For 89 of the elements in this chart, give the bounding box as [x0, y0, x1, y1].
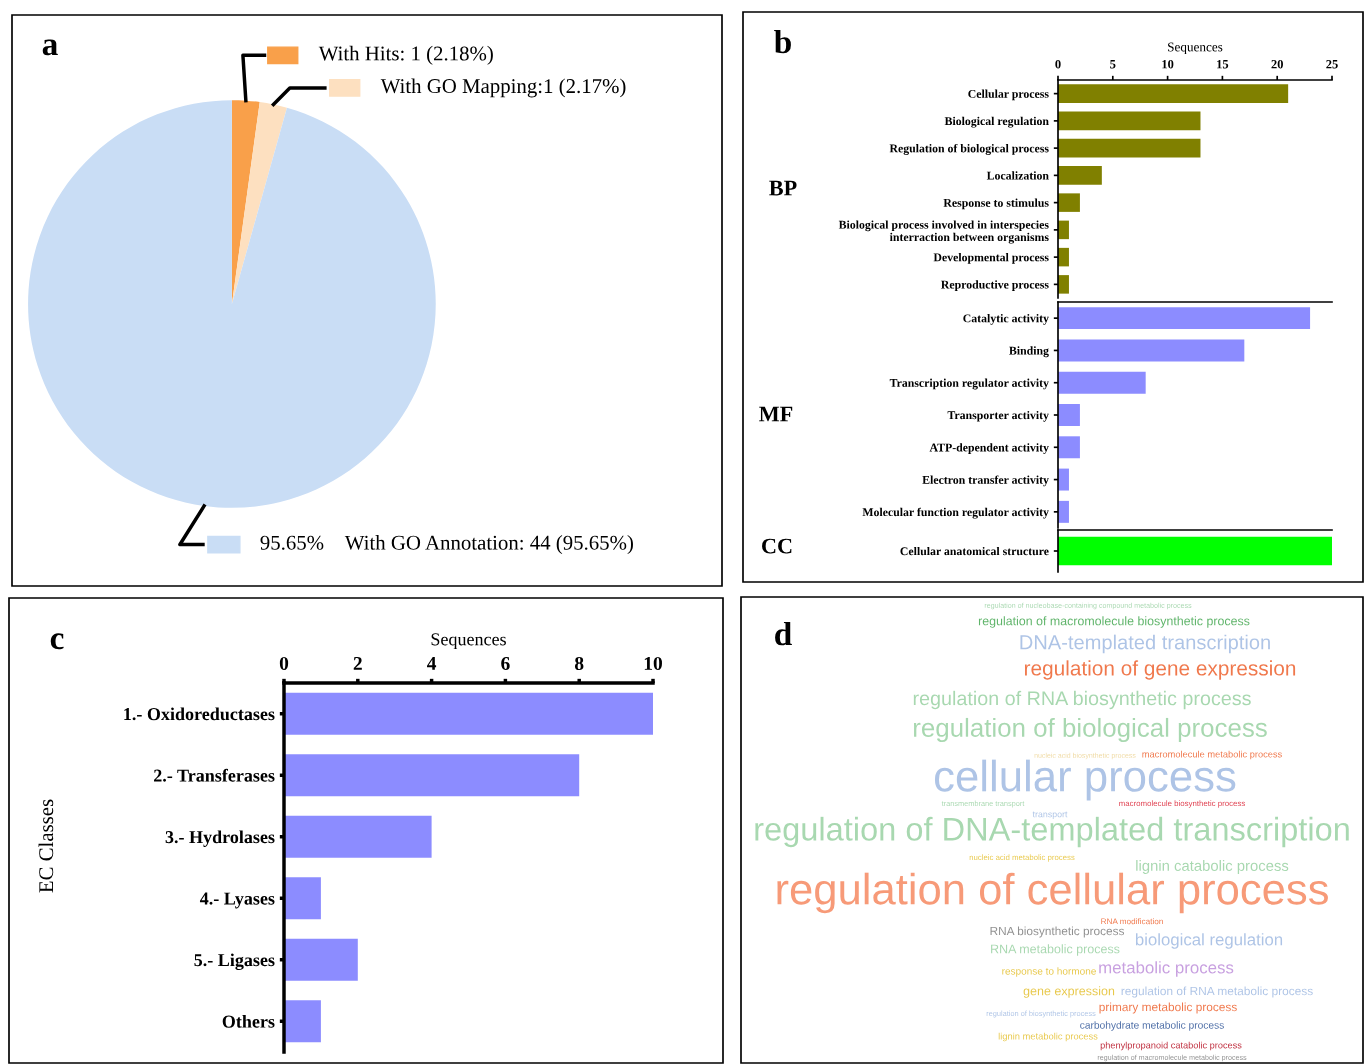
y-tick-label: Molecular function regulator activity — [862, 507, 1049, 519]
text: biological regulation — [1135, 933, 1283, 949]
y-tick-label: Localization — [986, 171, 1049, 180]
x-tick-label: 0 — [279, 656, 289, 671]
x-axis-title: Sequences — [431, 633, 506, 650]
bar — [1058, 307, 1311, 330]
text: metabolic process — [1099, 961, 1234, 977]
y-tick-label: 2.- Transferases — [154, 768, 275, 782]
y-tick-label: Regulation of biological process — [889, 143, 1049, 155]
y-tick-label: 3.- Hydrolases — [165, 830, 275, 847]
bar — [1058, 166, 1102, 185]
bar — [284, 1000, 321, 1043]
x-tick-label: 8 — [574, 656, 584, 671]
text: a — [42, 39, 58, 56]
y-tick-label: Cellular process — [968, 89, 1049, 101]
y-tick-label: Biological regulation — [944, 116, 1049, 128]
bar — [1058, 436, 1080, 459]
text: lignin metabolic process — [998, 1032, 1098, 1042]
y-axis-title: MF — [759, 406, 793, 422]
bar — [284, 754, 580, 797]
y-tick-label: Developmental process — [933, 253, 1049, 264]
y-axis-title: CC — [762, 538, 792, 554]
bar — [1058, 339, 1245, 362]
bar — [284, 692, 653, 735]
text: phenylpropanoid catabolic process — [1100, 1041, 1242, 1051]
bar — [1058, 84, 1289, 103]
bar — [1058, 275, 1069, 294]
text: regulation of cellular process — [777, 872, 1328, 914]
text: regulation of macromolecule biosynthetic process — [978, 616, 1250, 628]
text: cellular process — [934, 759, 1236, 801]
y-tick-label: Response to stimulus — [943, 198, 1049, 210]
text: macromolecule metabolic process — [1142, 750, 1282, 760]
x-tick-label: 0 — [1055, 60, 1061, 69]
y-tick-label: Biological process involved in interspecies interraction between organisms — [838, 220, 1049, 244]
text: d — [775, 621, 792, 646]
pie-slice — [28, 100, 436, 508]
y-tick-label: Electron transfer activity — [922, 475, 1049, 487]
text: c — [50, 633, 64, 650]
x-tick-label: 10 — [1162, 60, 1174, 69]
text: DNA-templated transcription — [1020, 634, 1270, 654]
x-tick-label: 5 — [1110, 60, 1116, 69]
text: RNA biosynthetic process — [990, 926, 1125, 938]
data-label: 95.65% — [260, 535, 324, 550]
text: RNA metabolic process — [991, 944, 1120, 956]
legend-label: With Hits: 1 (2.18%) — [318, 45, 493, 65]
slice-label: With GO Annotation: 44 (95.65%) — [344, 535, 633, 554]
x-tick-label: 10 — [644, 656, 662, 671]
bar — [1058, 404, 1080, 426]
bar — [1058, 468, 1069, 491]
y-tick-label: 4.- Lyases — [199, 892, 275, 909]
text: lignin catabolic process — [1136, 860, 1289, 874]
text: carbohydrate metabolic process — [1080, 1021, 1224, 1031]
x-axis-title: Sequences — [1168, 42, 1223, 55]
text: b — [774, 29, 791, 54]
y-axis-title: EC Classes — [38, 799, 54, 893]
y-tick-label: ATP-dependent activity — [929, 443, 1049, 454]
bar — [1058, 371, 1146, 394]
bar — [1058, 111, 1201, 131]
x-tick-label: 4 — [427, 657, 437, 670]
legend-label: With GO Mapping:1 (2.17%) — [380, 78, 626, 98]
y-tick-label: Binding — [1009, 346, 1049, 358]
y-tick-label: Transporter activity — [947, 410, 1049, 422]
bar — [284, 938, 358, 981]
text: primary metabolic process — [1099, 1002, 1237, 1014]
x-tick-label: 20 — [1271, 60, 1283, 69]
x-tick-label: 15 — [1217, 60, 1229, 69]
text: gene expression — [1023, 986, 1115, 998]
text: regulation of biological process — [913, 717, 1267, 743]
y-tick-label: Transcription regulator activity — [889, 378, 1049, 390]
y-tick-label: Reproductive process — [941, 280, 1049, 291]
text: regulation of gene expression — [1024, 660, 1296, 680]
y-tick-label: 1.- Oxidoreductases — [124, 707, 275, 721]
bar — [284, 877, 321, 920]
y-axis-title: BP — [769, 180, 797, 196]
text: response to hormone — [1002, 967, 1096, 977]
bar — [1058, 138, 1201, 158]
bar — [1058, 500, 1069, 523]
x-tick-label: 25 — [1326, 60, 1338, 69]
y-tick-label: Others — [222, 1014, 275, 1028]
bar — [284, 815, 432, 858]
text: regulation of RNA biosynthetic process — [913, 690, 1251, 710]
bar — [1058, 193, 1080, 212]
text: RNA modification — [1101, 918, 1163, 925]
x-tick-label: 6 — [501, 656, 510, 671]
y-tick-label: Catalytic activity — [963, 314, 1049, 325]
y-tick-label: 5.- Ligases — [194, 953, 275, 970]
x-tick-label: 2 — [353, 656, 362, 670]
y-tick-label: Cellular anatomical structure — [900, 546, 1049, 556]
text: regulation of RNA metabolic process — [1121, 986, 1313, 998]
